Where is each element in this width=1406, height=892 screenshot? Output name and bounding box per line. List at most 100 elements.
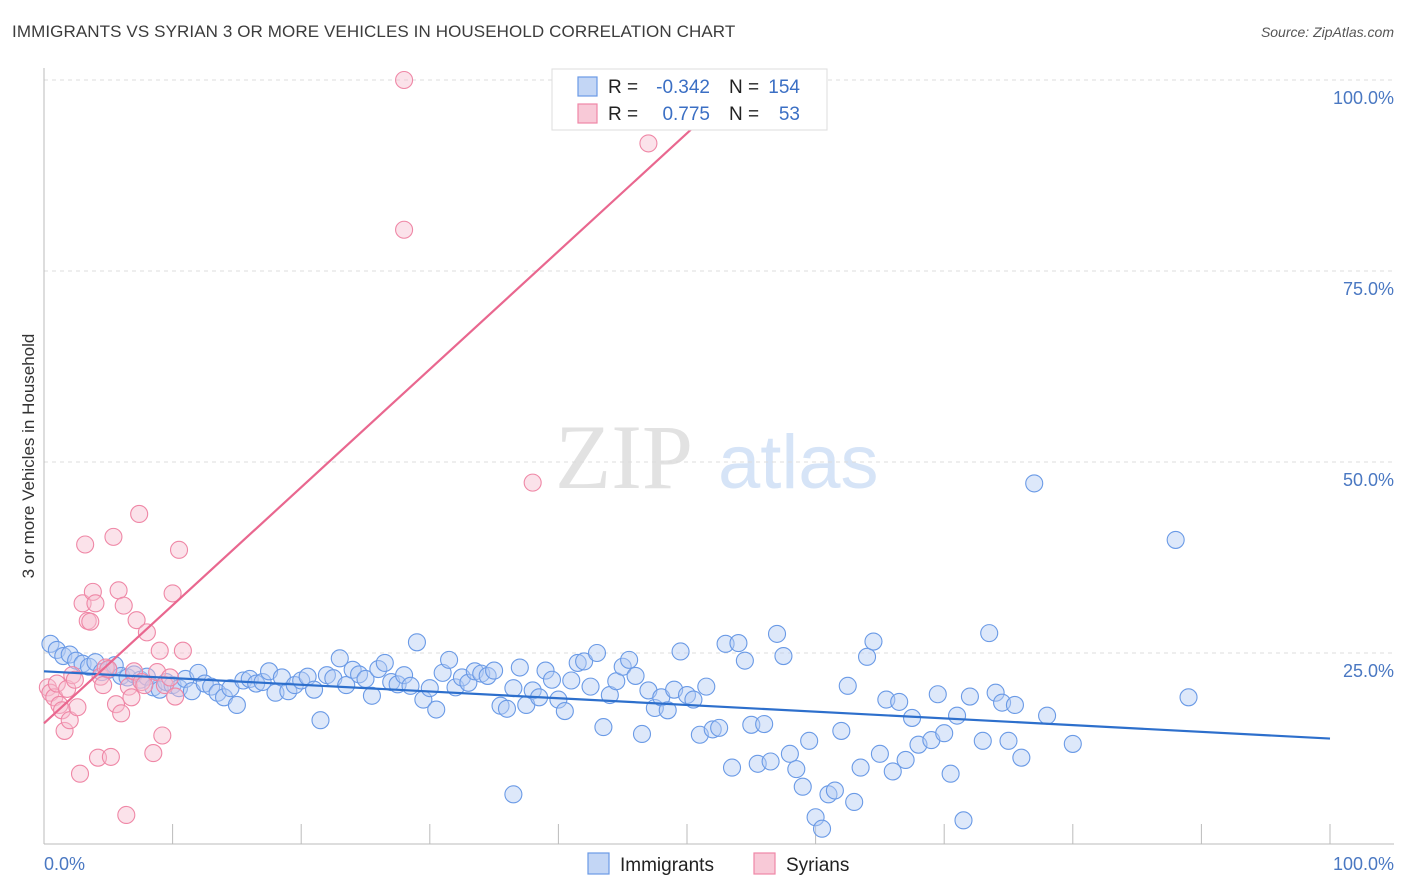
immigrants-point-59 xyxy=(420,679,439,698)
syrians-point-50 xyxy=(395,220,414,239)
immigrants-point-96 xyxy=(658,701,677,720)
syrians-point-52 xyxy=(639,134,658,153)
immigrants-point-55 xyxy=(395,666,414,685)
immigrants-point-102 xyxy=(697,677,716,696)
immigrants-point-80 xyxy=(555,702,574,721)
immigrants-point-77 xyxy=(536,661,555,680)
immigrants-point-150 xyxy=(1025,474,1044,493)
syrians-point-34 xyxy=(127,611,146,630)
immigrants-point-75 xyxy=(523,681,542,700)
immigrants-point-126 xyxy=(851,758,870,777)
immigrants-point-42 xyxy=(311,711,330,730)
immigrants-point-82 xyxy=(568,653,587,672)
y-tick-label-100: 100.0% xyxy=(1333,88,1394,108)
syrians-point-10 xyxy=(65,670,84,689)
syrians-r-label: R = xyxy=(608,104,638,125)
immigrants-point-57 xyxy=(407,633,426,652)
immigrants-point-99 xyxy=(677,685,697,705)
immigrants-point-125 xyxy=(845,792,864,812)
immigrants-point-142 xyxy=(960,687,979,706)
immigrants-point-154 xyxy=(1179,688,1198,707)
y-tick-label-50: 50.0% xyxy=(1343,470,1394,490)
stats-legend: R = -0.342 N = 154 R = 0.775 N = 53 xyxy=(551,68,828,131)
chart-title: IMMIGRANTS VS SYRIAN 3 OR MORE VEHICLES … xyxy=(12,22,736,41)
immigrants-point-119 xyxy=(806,808,825,827)
immigrants-point-120 xyxy=(812,819,832,838)
immigrants-point-50 xyxy=(362,686,381,705)
syrians-point-5 xyxy=(52,701,72,720)
immigrants-point-52 xyxy=(375,653,394,672)
syrians-point-25 xyxy=(104,527,123,546)
syrians-point-48 xyxy=(173,641,192,660)
trend-lines xyxy=(43,126,1331,740)
immigrants-point-114 xyxy=(774,647,793,666)
immigrants-point-73 xyxy=(510,658,529,677)
immigrants-point-123 xyxy=(832,721,851,740)
syrians-point-26 xyxy=(106,695,126,714)
immigrants-point-84 xyxy=(581,677,600,696)
syrians-point-32 xyxy=(122,688,141,707)
immigrants-point-112 xyxy=(761,752,780,771)
immigrants-point-86 xyxy=(594,718,613,737)
immigrants-point-60 xyxy=(427,700,446,719)
immigrants-point-115 xyxy=(780,744,799,763)
immigrants-n-value: 154 xyxy=(768,77,800,98)
syrians-point-51 xyxy=(523,473,542,492)
immigrants-point-139 xyxy=(941,764,960,783)
syrians-swatch xyxy=(577,103,598,124)
syrians-point-36 xyxy=(132,672,151,692)
immigrants-point-23 xyxy=(189,663,208,682)
syrians-point-46 xyxy=(166,687,185,706)
syrians-point-47 xyxy=(169,540,189,559)
immigrants-point-91 xyxy=(626,666,645,685)
syrians-point-24 xyxy=(101,747,120,766)
immigrants-point-145 xyxy=(986,683,1005,702)
immigrants-point-131 xyxy=(883,762,902,781)
x-ticks xyxy=(172,824,1331,844)
immigrants-point-78 xyxy=(542,670,562,689)
immigrants-point-100 xyxy=(684,690,703,709)
immigrants-point-122 xyxy=(825,781,844,800)
syrians-n-value: 53 xyxy=(779,104,800,125)
immigrants-point-137 xyxy=(928,685,947,704)
immigrants-points xyxy=(41,474,1198,838)
immigrants-point-106 xyxy=(722,758,742,777)
syrians-point-30 xyxy=(117,805,136,825)
immigrants-point-140 xyxy=(948,706,967,725)
syrians-point-38 xyxy=(137,623,156,642)
syrians-point-7 xyxy=(58,679,77,698)
immigrants-point-149 xyxy=(1012,748,1031,767)
syrians-point-21 xyxy=(94,676,113,695)
syrians-point-19 xyxy=(88,748,108,767)
immigrants-point-143 xyxy=(973,731,992,750)
immigrants-point-65 xyxy=(459,673,478,692)
syrians-point-23 xyxy=(99,659,118,679)
syrians-point-42 xyxy=(153,726,172,745)
immigrants-point-132 xyxy=(890,692,909,711)
immigrants-r-label: R = xyxy=(608,77,638,98)
immigrants-point-90 xyxy=(620,650,639,669)
immigrants-point-144 xyxy=(980,624,999,643)
immigrants-point-148 xyxy=(1005,695,1024,715)
immigrants-point-72 xyxy=(504,679,523,698)
immigrants-n-label: N = xyxy=(729,77,759,98)
x-tick-label-max: 100.0% xyxy=(1333,854,1394,874)
immigrants-point-47 xyxy=(343,660,362,679)
immigrants-point-118 xyxy=(800,731,819,750)
immigrants-point-41 xyxy=(305,680,324,699)
immigrants-point-62 xyxy=(440,650,459,669)
immigrants-point-105 xyxy=(716,634,735,653)
immigrants-swatch xyxy=(577,76,598,97)
immigrants-point-129 xyxy=(870,744,889,763)
watermark-zip: ZIP xyxy=(555,406,693,508)
syrians-point-14 xyxy=(76,535,95,554)
syrians-point-12 xyxy=(70,764,90,783)
immigrants-point-83 xyxy=(575,652,594,671)
immigrants-point-109 xyxy=(742,715,761,734)
syrians-point-39 xyxy=(144,744,163,763)
immigrants-point-133 xyxy=(896,750,915,770)
syrians-n-label: N = xyxy=(729,104,759,125)
syrians-point-3 xyxy=(47,674,66,693)
watermark: ZIP atlas xyxy=(555,406,879,508)
